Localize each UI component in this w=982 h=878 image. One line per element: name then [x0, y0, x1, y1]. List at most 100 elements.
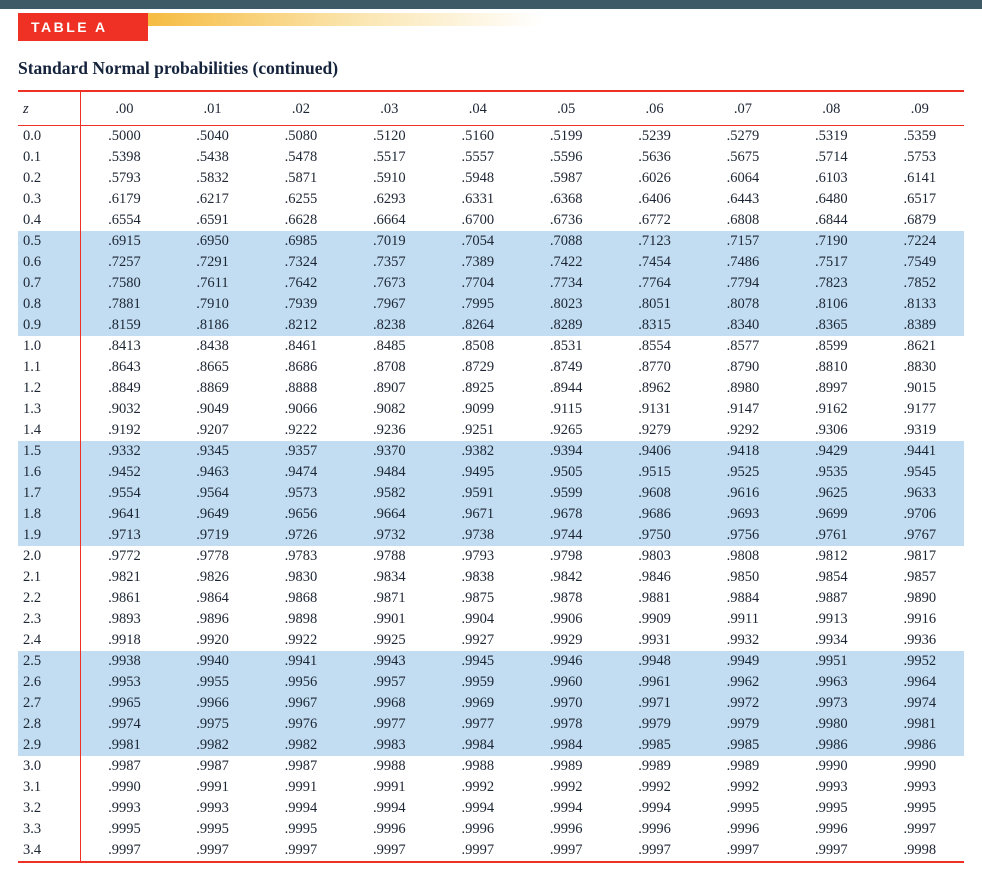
standard-normal-probability-table: z .00.01.02.03.04.05.06.07.08.09 0.0 .500… [18, 90, 964, 863]
probability-cell: .9971 [638, 694, 671, 711]
probability-cell: .9345 [196, 442, 229, 459]
probability-cell: .9960 [549, 673, 583, 690]
probability-cell: .9988 [373, 757, 406, 774]
probability-cell: .9319 [903, 421, 937, 438]
probability-cell: .9738 [461, 526, 495, 543]
probability-cell: .6217 [196, 190, 229, 207]
probability-cell: .9995 [196, 820, 229, 837]
probability-cell: .9922 [284, 631, 318, 648]
column-header: .08 [787, 91, 876, 126]
probability-cell: .9756 [726, 526, 760, 543]
probability-cell: .9887 [815, 589, 848, 606]
probability-cell: .7764 [638, 274, 671, 291]
probability-cell: .8980 [726, 379, 760, 396]
probability-cell: .8531 [549, 337, 583, 354]
probability-cell: .8944 [549, 379, 583, 396]
probability-cell: .9992 [549, 778, 583, 795]
z-value-cell: 2.2 [18, 587, 81, 609]
probability-cell: .9871 [373, 589, 406, 606]
z-value-cell: 2.0 [18, 545, 81, 567]
probability-cell: .9993 [196, 799, 229, 816]
probability-cell: .9997 [549, 841, 583, 858]
probability-cell: .9279 [638, 421, 671, 438]
probability-cell: .7910 [196, 295, 229, 312]
probability-cell: .9925 [373, 631, 406, 648]
probability-cell: .9987 [196, 757, 229, 774]
probability-cell: .7123 [638, 232, 671, 249]
probability-cell: .9554 [108, 484, 141, 501]
table-row: 1.5 .9332 .9345 .9357 .9370 .9382 .9394 .9406 .9… [18, 440, 964, 462]
probability-cell: .8849 [108, 379, 141, 396]
probability-cell: .9980 [815, 715, 848, 732]
z-value-cell: 2.7 [18, 692, 81, 714]
probability-cell: .9772 [108, 547, 141, 564]
probability-cell: .9973 [815, 694, 848, 711]
probability-cell: .5793 [108, 169, 141, 186]
probability-cell: .9974 [903, 694, 937, 711]
table-row: 1.6 .9452 .9463 .9474 .9484 .9495 .9505 .9515 .9… [18, 461, 964, 483]
probability-cell: .9984 [461, 736, 495, 753]
probability-cell: .9989 [549, 757, 583, 774]
probability-cell: .7611 [196, 274, 229, 291]
table-row: 0.0 .5000 .5040 .5080 .5120 .5160 .5199 .5239 .5… [18, 125, 964, 147]
probability-cell: .9997 [815, 841, 848, 858]
probability-cell: .9808 [726, 547, 760, 564]
probability-cell: .9931 [638, 631, 671, 648]
probability-cell: .8365 [815, 316, 848, 333]
probability-cell: .9452 [108, 463, 141, 480]
probability-cell: .9656 [284, 505, 318, 522]
probability-cell: .9965 [108, 694, 141, 711]
probability-cell: .8340 [726, 316, 760, 333]
probability-cell: .7734 [549, 274, 583, 291]
probability-cell: .9788 [373, 547, 406, 564]
probability-cell: .9913 [815, 610, 848, 627]
column-header: .03 [345, 91, 434, 126]
probability-cell: .9904 [461, 610, 495, 627]
probability-cell: .9441 [903, 442, 937, 459]
table-header-row: z .00.01.02.03.04.05.06.07.08.09 [18, 91, 964, 126]
probability-cell: .9838 [461, 568, 495, 585]
probability-cell: .9967 [284, 694, 318, 711]
probability-cell: .9963 [815, 673, 848, 690]
probability-cell: .8159 [108, 316, 141, 333]
probability-cell: .6331 [461, 190, 495, 207]
table-row: 2.2 .9861 .9864 .9868 .9871 .9875 .9878 .9881 .9… [18, 587, 964, 609]
probability-cell: .9996 [638, 820, 671, 837]
probability-cell: .6664 [373, 211, 406, 228]
probability-cell: .8925 [461, 379, 495, 396]
probability-cell: .9995 [903, 799, 937, 816]
probability-cell: .9484 [373, 463, 406, 480]
column-header: .06 [610, 91, 699, 126]
probability-cell: .9495 [461, 463, 495, 480]
column-header: .00 [80, 91, 169, 126]
table-row: 0.5 .6915 .6950 .6985 .7019 .7054 .7088 .7123 .7… [18, 230, 964, 252]
probability-cell: .9713 [108, 526, 141, 543]
z-value-cell: 1.9 [18, 524, 81, 546]
probability-cell: .6368 [549, 190, 583, 207]
probability-cell: .9966 [196, 694, 229, 711]
probability-cell: .9382 [461, 442, 495, 459]
probability-cell: .9959 [461, 673, 495, 690]
probability-cell: .7324 [284, 253, 318, 270]
z-value-cell: 3.1 [18, 776, 81, 798]
probability-cell: .9990 [903, 757, 937, 774]
probability-cell: .8078 [726, 295, 760, 312]
table-row: 1.4 .9192 .9207 .9222 .9236 .9251 .9265 .9279 .9… [18, 419, 964, 441]
probability-cell: .9992 [638, 778, 671, 795]
table-row: 1.7 .9554 .9564 .9573 .9582 .9591 .9599 .9608 .9… [18, 482, 964, 504]
probability-cell: .7291 [196, 253, 229, 270]
probability-cell: .9974 [108, 715, 141, 732]
probability-cell: .9192 [108, 421, 141, 438]
probability-cell: .9994 [638, 799, 671, 816]
probability-cell: .9993 [815, 778, 848, 795]
table-row: 0.6 .7257 .7291 .7324 .7357 .7389 .7422 .7454 .7… [18, 251, 964, 273]
probability-cell: .9938 [108, 652, 141, 669]
probability-cell: .9418 [726, 442, 760, 459]
column-header: .05 [521, 91, 611, 126]
probability-cell: .9906 [549, 610, 583, 627]
probability-cell: .5557 [461, 148, 495, 165]
probability-cell: .8106 [815, 295, 848, 312]
z-value-cell: 2.6 [18, 671, 81, 693]
probability-cell: .6141 [903, 169, 937, 186]
probability-cell: .9945 [461, 652, 495, 669]
